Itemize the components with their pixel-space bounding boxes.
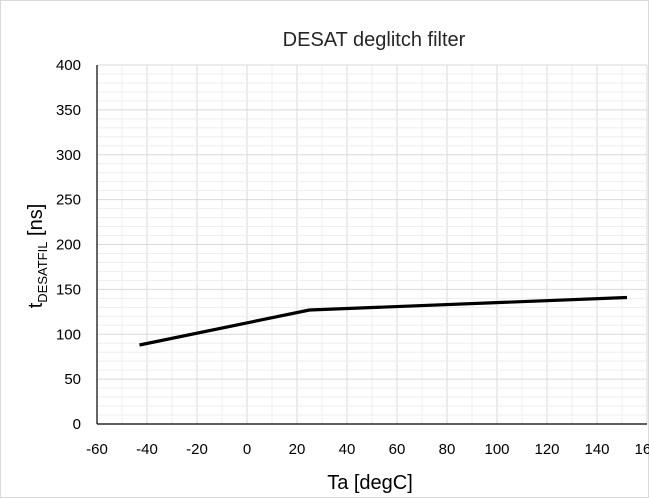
x-tick-label: 60 (389, 441, 406, 458)
chart-title: DESAT deglitch filter (283, 29, 466, 51)
y-tick-label: 300 (56, 147, 81, 164)
x-axis-title: Ta [degC] (327, 472, 413, 494)
y-tick-labels: 0 50 100 150 200 250 300 350 400 (56, 57, 81, 433)
x-tick-label: 120 (534, 441, 559, 458)
x-tick-label: 100 (484, 441, 509, 458)
y-axis-title-subscript: DESATFIL (35, 242, 50, 303)
x-tick-label: -40 (136, 441, 158, 458)
y-tick-label: 0 (73, 416, 81, 433)
series-line (139, 295, 628, 347)
y-tick-label: 150 (56, 281, 81, 298)
y-axis-title-unit: [ns] (25, 204, 47, 242)
axes (96, 65, 647, 425)
x-tick-label: -60 (86, 441, 108, 458)
y-tick-label: 100 (56, 326, 81, 343)
y-tick-label: 250 (56, 192, 81, 209)
y-tick-label: 50 (64, 371, 81, 388)
y-tick-label: 400 (56, 57, 81, 74)
y-axis-title: tDESATFIL [ns] (25, 204, 50, 309)
x-tick-label: 160 (634, 441, 649, 458)
y-tick-label: 200 (56, 237, 81, 254)
y-axis-title-main: t (25, 302, 47, 308)
y-tick-label: 350 (56, 102, 81, 119)
x-tick-label: 20 (289, 441, 306, 458)
x-tick-label: 0 (243, 441, 251, 458)
x-tick-labels: -60 -40 -20 0 20 40 60 80 100 120 140 160 (86, 441, 649, 458)
series-group (139, 295, 628, 347)
x-tick-label: 80 (439, 441, 456, 458)
x-tick-label: -20 (186, 441, 208, 458)
gridlines (96, 64, 648, 425)
x-tick-label: 40 (339, 441, 356, 458)
x-tick-label: 140 (584, 441, 609, 458)
